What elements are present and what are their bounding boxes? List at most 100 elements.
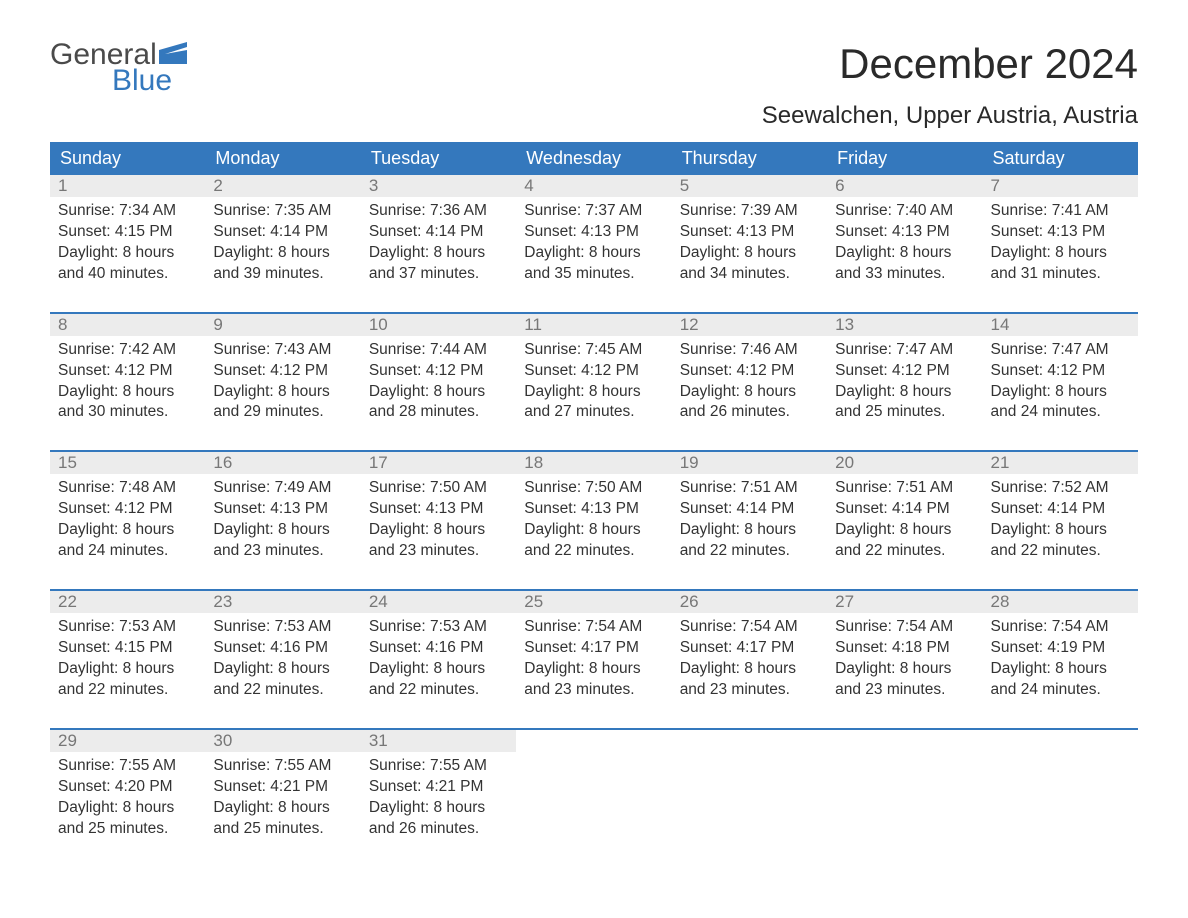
daylight-text: Daylight: 8 hours and 29 minutes. — [213, 382, 352, 424]
weekday-header: Thursday — [672, 142, 827, 175]
sunset-text: Sunset: 4:12 PM — [991, 361, 1130, 382]
sunset-text: Sunset: 4:13 PM — [369, 499, 508, 520]
sunset-text: Sunset: 4:19 PM — [991, 638, 1130, 659]
sunset-text: Sunset: 4:14 PM — [369, 222, 508, 243]
sunset-text: Sunset: 4:14 PM — [991, 499, 1130, 520]
day-number-row: 1234567 — [50, 175, 1138, 197]
sunrise-text: Sunrise: 7:53 AM — [369, 617, 508, 638]
sunset-text: Sunset: 4:13 PM — [991, 222, 1130, 243]
sunset-text: Sunset: 4:12 PM — [58, 361, 197, 382]
daylight-text: Daylight: 8 hours and 23 minutes. — [835, 659, 974, 701]
sunset-text: Sunset: 4:12 PM — [680, 361, 819, 382]
day-cell: Sunrise: 7:46 AMSunset: 4:12 PMDaylight:… — [672, 336, 827, 434]
day-number: 26 — [672, 590, 827, 613]
daylight-text: Daylight: 8 hours and 24 minutes. — [58, 520, 197, 562]
day-number: 28 — [983, 590, 1138, 613]
day-data-row: Sunrise: 7:55 AMSunset: 4:20 PMDaylight:… — [50, 752, 1138, 850]
day-cell: Sunrise: 7:44 AMSunset: 4:12 PMDaylight:… — [361, 336, 516, 434]
weekday-header: Wednesday — [516, 142, 671, 175]
day-number: 8 — [50, 313, 205, 336]
sunrise-text: Sunrise: 7:47 AM — [835, 340, 974, 361]
sunset-text: Sunset: 4:21 PM — [213, 777, 352, 798]
sunset-text: Sunset: 4:13 PM — [680, 222, 819, 243]
empty-cell — [672, 752, 827, 850]
day-cell: Sunrise: 7:48 AMSunset: 4:12 PMDaylight:… — [50, 474, 205, 572]
day-cell: Sunrise: 7:54 AMSunset: 4:18 PMDaylight:… — [827, 613, 982, 711]
sunrise-text: Sunrise: 7:53 AM — [58, 617, 197, 638]
day-cell: Sunrise: 7:41 AMSunset: 4:13 PMDaylight:… — [983, 197, 1138, 295]
day-data-row: Sunrise: 7:42 AMSunset: 4:12 PMDaylight:… — [50, 336, 1138, 434]
week-separator — [50, 433, 1138, 451]
sunset-text: Sunset: 4:13 PM — [835, 222, 974, 243]
daylight-text: Daylight: 8 hours and 33 minutes. — [835, 243, 974, 285]
day-number: 12 — [672, 313, 827, 336]
empty-cell — [983, 752, 1138, 850]
day-cell: Sunrise: 7:36 AMSunset: 4:14 PMDaylight:… — [361, 197, 516, 295]
day-cell: Sunrise: 7:35 AMSunset: 4:14 PMDaylight:… — [205, 197, 360, 295]
sunrise-text: Sunrise: 7:51 AM — [680, 478, 819, 499]
page-header: General Blue December 2024 Seewalchen, U… — [50, 40, 1138, 130]
daylight-text: Daylight: 8 hours and 25 minutes. — [58, 798, 197, 840]
sunrise-text: Sunrise: 7:48 AM — [58, 478, 197, 499]
sunrise-text: Sunrise: 7:50 AM — [524, 478, 663, 499]
weekday-header: Sunday — [50, 142, 205, 175]
sunrise-text: Sunrise: 7:42 AM — [58, 340, 197, 361]
day-cell: Sunrise: 7:40 AMSunset: 4:13 PMDaylight:… — [827, 197, 982, 295]
day-cell: Sunrise: 7:55 AMSunset: 4:21 PMDaylight:… — [361, 752, 516, 850]
day-cell: Sunrise: 7:53 AMSunset: 4:16 PMDaylight:… — [205, 613, 360, 711]
sunrise-text: Sunrise: 7:43 AM — [213, 340, 352, 361]
sunset-text: Sunset: 4:15 PM — [58, 638, 197, 659]
weekday-header-row: Sunday Monday Tuesday Wednesday Thursday… — [50, 142, 1138, 175]
day-data-row: Sunrise: 7:53 AMSunset: 4:15 PMDaylight:… — [50, 613, 1138, 711]
day-cell: Sunrise: 7:55 AMSunset: 4:20 PMDaylight:… — [50, 752, 205, 850]
daylight-text: Daylight: 8 hours and 23 minutes. — [213, 520, 352, 562]
sunrise-text: Sunrise: 7:40 AM — [835, 201, 974, 222]
day-cell: Sunrise: 7:42 AMSunset: 4:12 PMDaylight:… — [50, 336, 205, 434]
day-number: 10 — [361, 313, 516, 336]
month-title: December 2024 — [762, 40, 1138, 88]
daylight-text: Daylight: 8 hours and 23 minutes. — [369, 520, 508, 562]
daylight-text: Daylight: 8 hours and 26 minutes. — [680, 382, 819, 424]
sunset-text: Sunset: 4:14 PM — [835, 499, 974, 520]
day-cell: Sunrise: 7:54 AMSunset: 4:19 PMDaylight:… — [983, 613, 1138, 711]
day-number: 24 — [361, 590, 516, 613]
sunrise-text: Sunrise: 7:35 AM — [213, 201, 352, 222]
week-separator — [50, 572, 1138, 590]
logo-text-blue: Blue — [50, 66, 187, 96]
sunrise-text: Sunrise: 7:55 AM — [213, 756, 352, 777]
empty-cell — [827, 729, 982, 752]
empty-cell — [516, 729, 671, 752]
day-number: 13 — [827, 313, 982, 336]
daylight-text: Daylight: 8 hours and 34 minutes. — [680, 243, 819, 285]
sunrise-text: Sunrise: 7:45 AM — [524, 340, 663, 361]
daylight-text: Daylight: 8 hours and 22 minutes. — [58, 659, 197, 701]
empty-cell — [672, 729, 827, 752]
day-number: 5 — [672, 175, 827, 197]
day-cell: Sunrise: 7:39 AMSunset: 4:13 PMDaylight:… — [672, 197, 827, 295]
day-number: 20 — [827, 451, 982, 474]
sunrise-text: Sunrise: 7:51 AM — [835, 478, 974, 499]
sunset-text: Sunset: 4:21 PM — [369, 777, 508, 798]
daylight-text: Daylight: 8 hours and 22 minutes. — [991, 520, 1130, 562]
sunset-text: Sunset: 4:13 PM — [524, 499, 663, 520]
sunrise-text: Sunrise: 7:54 AM — [991, 617, 1130, 638]
week-separator — [50, 295, 1138, 313]
sunset-text: Sunset: 4:13 PM — [524, 222, 663, 243]
empty-cell — [516, 752, 671, 850]
daylight-text: Daylight: 8 hours and 22 minutes. — [213, 659, 352, 701]
day-data-row: Sunrise: 7:34 AMSunset: 4:15 PMDaylight:… — [50, 197, 1138, 295]
daylight-text: Daylight: 8 hours and 39 minutes. — [213, 243, 352, 285]
calendar-table: Sunday Monday Tuesday Wednesday Thursday… — [50, 142, 1138, 849]
daylight-text: Daylight: 8 hours and 24 minutes. — [991, 659, 1130, 701]
daylight-text: Daylight: 8 hours and 31 minutes. — [991, 243, 1130, 285]
day-number: 19 — [672, 451, 827, 474]
day-cell: Sunrise: 7:52 AMSunset: 4:14 PMDaylight:… — [983, 474, 1138, 572]
day-number-row: 15161718192021 — [50, 451, 1138, 474]
weekday-header: Tuesday — [361, 142, 516, 175]
day-number: 30 — [205, 729, 360, 752]
sunset-text: Sunset: 4:12 PM — [524, 361, 663, 382]
sunrise-text: Sunrise: 7:52 AM — [991, 478, 1130, 499]
day-number: 17 — [361, 451, 516, 474]
day-number: 18 — [516, 451, 671, 474]
sunrise-text: Sunrise: 7:54 AM — [680, 617, 819, 638]
